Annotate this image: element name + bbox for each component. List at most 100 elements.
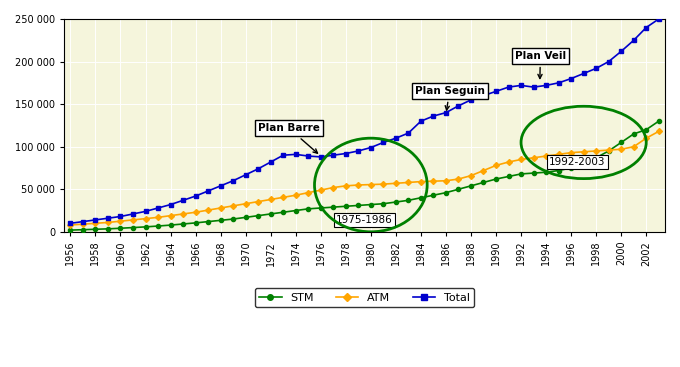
STM [342, 204, 350, 208]
STM [542, 170, 550, 174]
ATM [304, 190, 312, 195]
ATM [605, 148, 613, 152]
Total [454, 103, 462, 108]
STM [530, 171, 538, 175]
ATM [505, 160, 513, 164]
ATM [630, 145, 638, 149]
STM [116, 226, 124, 230]
Total [605, 59, 613, 64]
Total [630, 38, 638, 43]
STM [141, 225, 150, 229]
Total [179, 198, 187, 203]
ATM [292, 193, 300, 197]
Total [254, 167, 262, 171]
STM [392, 200, 400, 204]
Total [79, 219, 87, 224]
ATM [379, 182, 388, 186]
ATM [417, 179, 425, 184]
Total [554, 81, 562, 85]
STM [129, 225, 137, 230]
STM [492, 177, 500, 181]
Total [329, 153, 337, 157]
Total [154, 206, 162, 210]
STM [79, 228, 87, 232]
STM [442, 190, 450, 195]
STM [467, 184, 475, 188]
ATM [467, 174, 475, 178]
Total [292, 152, 300, 157]
Total [279, 153, 287, 157]
ATM [617, 147, 626, 152]
Total [141, 209, 150, 214]
ATM [405, 180, 413, 185]
Total [229, 178, 237, 183]
Text: Plan Seguin: Plan Seguin [415, 86, 485, 110]
Total [655, 17, 663, 21]
Total [505, 85, 513, 89]
STM [254, 214, 262, 218]
ATM [542, 154, 550, 158]
ATM [216, 206, 224, 210]
STM [67, 228, 75, 232]
Total [241, 172, 250, 177]
ATM [492, 163, 500, 168]
Total [542, 83, 550, 88]
STM [379, 201, 388, 206]
Total [342, 151, 350, 156]
ATM [204, 208, 212, 212]
Total [91, 218, 99, 222]
Total [592, 66, 600, 70]
STM [554, 168, 562, 173]
ATM [179, 212, 187, 216]
STM [517, 172, 525, 176]
STM [655, 119, 663, 123]
ATM [67, 223, 75, 227]
STM [241, 215, 250, 219]
Line: ATM: ATM [68, 129, 661, 227]
ATM [517, 157, 525, 162]
STM [154, 224, 162, 228]
Text: 1992-2003: 1992-2003 [549, 157, 606, 167]
Total [104, 216, 112, 221]
STM [329, 205, 337, 209]
Total [617, 49, 626, 54]
STM [317, 206, 325, 210]
STM [279, 210, 287, 214]
STM [617, 140, 626, 145]
Line: STM: STM [68, 119, 661, 232]
ATM [454, 177, 462, 181]
Text: 1975-1986: 1975-1986 [336, 215, 393, 225]
Total [317, 155, 325, 159]
ATM [229, 204, 237, 208]
STM [192, 221, 200, 225]
STM [479, 180, 488, 185]
ATM [79, 222, 87, 226]
STM [167, 223, 175, 227]
ATM [392, 181, 400, 185]
ATM [279, 195, 287, 200]
ATM [342, 184, 350, 188]
STM [505, 174, 513, 179]
ATM [91, 221, 99, 225]
ATM [141, 217, 150, 221]
ATM [354, 183, 362, 187]
ATM [429, 179, 437, 184]
ATM [554, 152, 562, 157]
ATM [442, 178, 450, 183]
ATM [642, 136, 650, 141]
Total [492, 89, 500, 94]
ATM [479, 168, 488, 173]
STM [267, 212, 275, 216]
Line: Total: Total [68, 17, 661, 225]
ATM [104, 220, 112, 225]
Total [367, 145, 375, 150]
Total [417, 119, 425, 123]
STM [367, 202, 375, 207]
Total [267, 160, 275, 164]
STM [304, 207, 312, 211]
STM [605, 149, 613, 153]
ATM [129, 218, 137, 222]
STM [91, 227, 99, 232]
Total [567, 76, 575, 81]
Total [379, 140, 388, 145]
